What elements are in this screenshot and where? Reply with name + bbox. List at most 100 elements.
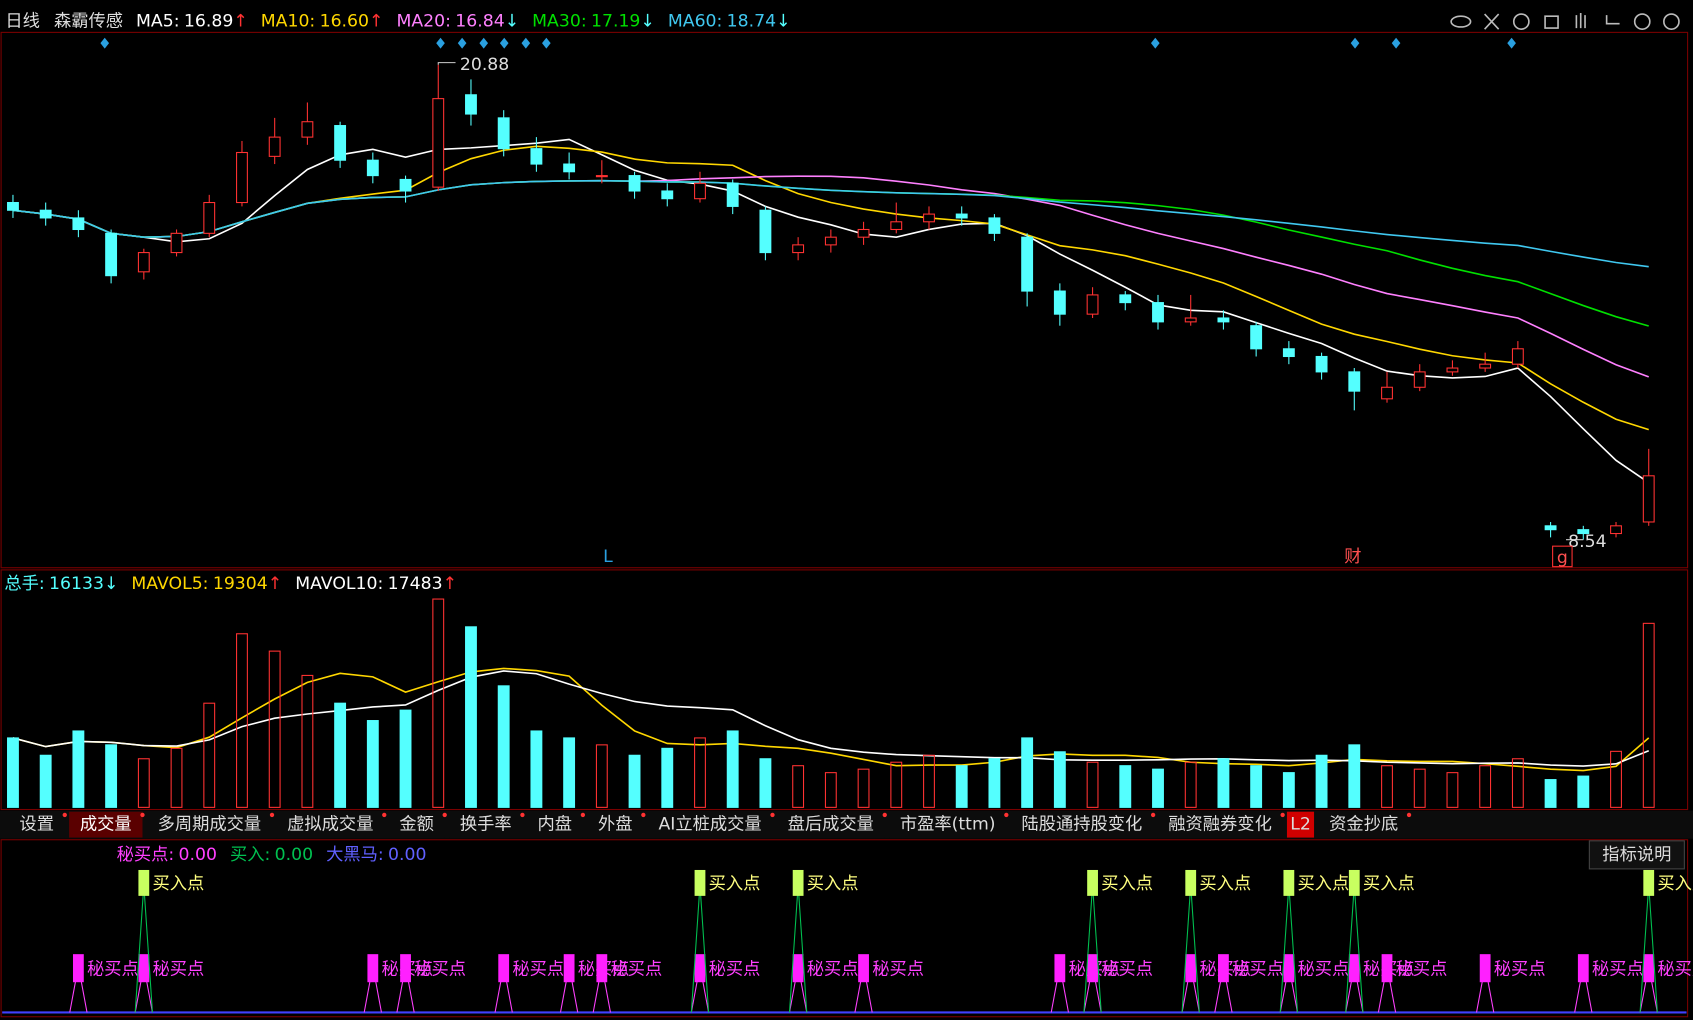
tab-label: 虚拟成交量 xyxy=(287,815,373,835)
mi-label: 秘买点 xyxy=(1657,959,1693,979)
tab[interactable]: 多周期成交量 xyxy=(146,811,275,838)
buy-label: 买入点 xyxy=(152,874,204,894)
tab[interactable]: AI立桩成交量 xyxy=(647,811,775,838)
undo-icon[interactable] xyxy=(1605,15,1620,25)
event-mark: 财 xyxy=(1344,547,1361,567)
tab[interactable]: 虚拟成交量 xyxy=(276,811,387,838)
legend-value: 16.89 xyxy=(184,12,233,32)
event-mark: g xyxy=(1557,548,1568,568)
tab[interactable]: 换手率 xyxy=(449,811,525,838)
signal-diamond xyxy=(542,37,551,49)
mi-block xyxy=(1577,954,1589,983)
buy-label: 买入点 xyxy=(709,874,761,894)
volume-bar xyxy=(988,758,1001,808)
buy-block xyxy=(1348,869,1360,896)
candle-body xyxy=(955,213,968,219)
volume-bar xyxy=(1021,737,1034,808)
volume-bar xyxy=(497,685,510,808)
mi-block xyxy=(1348,954,1360,983)
hand-icon[interactable] xyxy=(1575,12,1586,29)
volume-bar xyxy=(170,747,183,808)
play-icon[interactable] xyxy=(1512,13,1530,30)
tab-dot xyxy=(382,812,387,818)
volume-bar xyxy=(72,730,85,808)
volume-bar xyxy=(1119,765,1132,808)
mi-block xyxy=(596,954,608,983)
mi-block xyxy=(1381,954,1393,983)
tab[interactable]: 设置 xyxy=(8,811,67,838)
mi-block xyxy=(792,954,804,983)
tab-dot xyxy=(1150,812,1156,818)
buy-label: 买入点 xyxy=(1297,874,1349,894)
candle-body xyxy=(890,221,903,231)
volume-bar xyxy=(1413,768,1426,808)
eye-icon[interactable] xyxy=(1450,15,1472,28)
volume-bar xyxy=(1184,761,1197,808)
tab-bg xyxy=(8,811,65,838)
legend-arrow: ↑ xyxy=(268,574,282,594)
volume-bar xyxy=(694,737,706,808)
help-button[interactable]: 指标说明 xyxy=(1602,845,1671,865)
zoom-out-icon[interactable] xyxy=(1663,13,1680,30)
tab[interactable]: L2 xyxy=(1286,811,1315,838)
buy-label: 买入点 xyxy=(1363,874,1415,894)
legend-arrow: ↑ xyxy=(443,574,457,594)
candle-body xyxy=(1217,317,1230,323)
tab-label: 融资融券变化 xyxy=(1168,815,1272,835)
volume-bar xyxy=(1152,768,1164,808)
candle-body xyxy=(236,151,248,204)
tab[interactable]: 市盈率(ttm) xyxy=(889,811,1009,838)
candle-body xyxy=(694,182,706,200)
tab[interactable]: 成交量 xyxy=(69,811,145,838)
candle-body xyxy=(105,232,118,277)
volume-bar xyxy=(824,772,837,808)
volume-bar xyxy=(1610,750,1622,808)
volume-bar xyxy=(563,737,576,808)
candle-body xyxy=(1348,371,1361,392)
tab[interactable]: 外盘 xyxy=(587,811,646,838)
candle-body xyxy=(1315,355,1328,373)
tab-bg xyxy=(889,811,1007,838)
help-button-bg[interactable] xyxy=(1588,840,1685,870)
volume-bar xyxy=(661,747,674,808)
tab-label: AI立桩成交量 xyxy=(658,815,761,835)
legend-value: 16133 xyxy=(49,574,104,594)
mi-label: 秘买点 xyxy=(1297,959,1349,979)
stock-name: 森霸传感 xyxy=(54,12,123,32)
tab[interactable]: 融资融券变化 xyxy=(1157,811,1285,838)
mi-block xyxy=(72,954,84,983)
candle-body xyxy=(1577,529,1590,535)
mi-label: 秘买点 xyxy=(1396,959,1448,979)
mi-label: 秘买点 xyxy=(1592,959,1644,979)
legend-value: 0.00 xyxy=(388,845,426,865)
candle-body xyxy=(203,202,216,234)
tab-bg xyxy=(1157,811,1283,838)
tab[interactable]: 资金抄底 xyxy=(1318,811,1412,838)
buy-block xyxy=(792,869,804,896)
cut-icon[interactable] xyxy=(1484,13,1500,30)
toolbar xyxy=(1450,12,1680,30)
mi-label: 秘买点 xyxy=(1232,959,1284,979)
mi-label: 秘买点 xyxy=(152,959,204,979)
signal-diamond xyxy=(1350,37,1360,49)
tab-label: 盘后成交量 xyxy=(788,815,874,835)
volume-bar xyxy=(1577,775,1590,808)
zoom-in-icon[interactable] xyxy=(1633,13,1651,30)
mi-block xyxy=(498,954,510,983)
tab[interactable]: 盘后成交量 xyxy=(776,811,887,838)
signal-diamond xyxy=(436,37,445,49)
volume-bar xyxy=(465,626,477,808)
volume-bar xyxy=(628,754,641,808)
lock-icon[interactable] xyxy=(1544,15,1559,29)
tab-bg xyxy=(1318,811,1410,838)
tab-dot xyxy=(882,812,887,818)
tab[interactable]: 内盘 xyxy=(526,811,586,838)
tab[interactable]: 陆股通持股变化 xyxy=(1010,811,1156,838)
volume-bar xyxy=(236,633,248,808)
tab-bg xyxy=(1010,811,1154,838)
candle-body xyxy=(759,209,772,254)
candle-body xyxy=(366,159,379,177)
tab[interactable]: 金额 xyxy=(388,811,447,838)
tab-dot xyxy=(269,812,275,818)
